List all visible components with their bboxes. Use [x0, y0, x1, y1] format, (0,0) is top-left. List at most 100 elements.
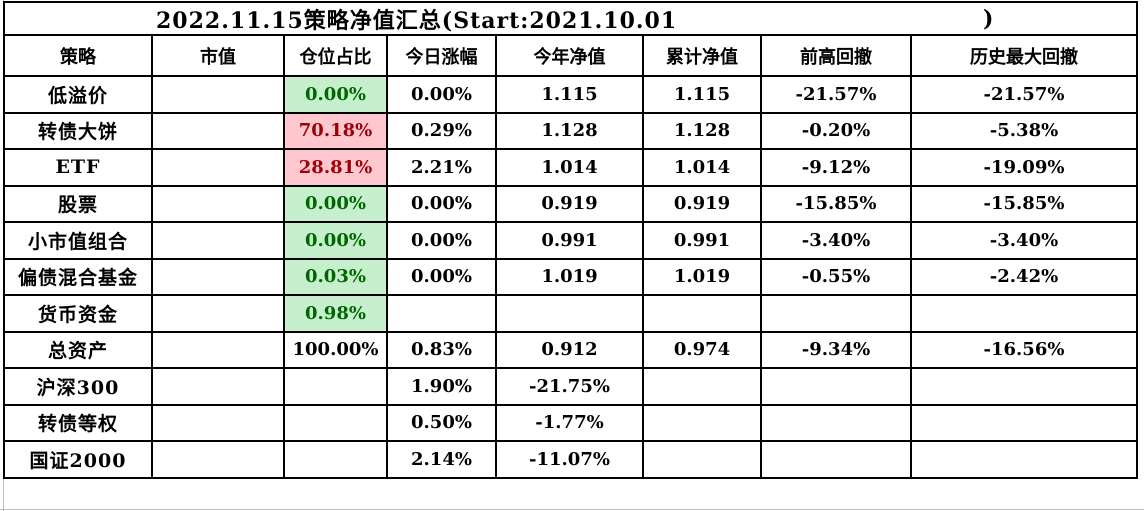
col-header-strategy[interactable]: 策略: [3, 34, 153, 77]
ytd-nav-cell[interactable]: 0.919: [495, 184, 644, 223]
max-drawdown-cell[interactable]: -21.57%: [910, 75, 1138, 114]
ytd-nav-cell[interactable]: 1.115: [495, 75, 644, 114]
position-cell[interactable]: 0.00%: [283, 75, 388, 114]
max-drawdown-cell[interactable]: -3.40%: [910, 221, 1138, 260]
prev-high-drawdown-cell[interactable]: [760, 403, 912, 442]
today-change-cell[interactable]: 0.00%: [386, 75, 497, 114]
today-change-cell[interactable]: 2.21%: [386, 148, 497, 187]
strategy-name-cell[interactable]: 转债等权: [3, 403, 153, 442]
prev-high-drawdown-cell[interactable]: -21.57%: [760, 75, 912, 114]
position-cell[interactable]: 28.81%: [283, 148, 388, 187]
market-value-cell[interactable]: [151, 294, 285, 333]
cum-nav-cell[interactable]: [642, 440, 762, 479]
col-header-today-change[interactable]: 今日涨幅: [386, 34, 497, 77]
strategy-name-cell[interactable]: 偏债混合基金: [3, 257, 153, 296]
ytd-nav-cell[interactable]: -21.75%: [495, 367, 644, 406]
prev-high-drawdown-cell[interactable]: -9.34%: [760, 330, 912, 369]
cum-nav-cell[interactable]: 0.974: [642, 330, 762, 369]
max-drawdown-cell[interactable]: -19.09%: [910, 148, 1138, 187]
market-value-cell[interactable]: [151, 75, 285, 114]
strategy-name-cell[interactable]: 小市值组合: [3, 221, 153, 260]
market-value-cell[interactable]: [151, 257, 285, 296]
strategy-name-cell[interactable]: 股票: [3, 184, 153, 223]
strategy-name-cell[interactable]: 货币资金: [3, 294, 153, 333]
today-change-cell[interactable]: 1.90%: [386, 367, 497, 406]
col-header-cum-nav[interactable]: 累计净值: [642, 34, 762, 77]
strategy-name-cell[interactable]: ETF: [3, 148, 153, 187]
cum-nav-cell[interactable]: 1.128: [642, 111, 762, 150]
today-change-cell[interactable]: 0.50%: [386, 403, 497, 442]
title-cell[interactable]: 2022.11.15策略净值汇总(Start:2021.10.01 ): [3, 1, 1138, 36]
max-drawdown-cell[interactable]: [910, 294, 1138, 333]
max-drawdown-cell[interactable]: [910, 403, 1138, 442]
prev-high-drawdown-cell[interactable]: [760, 440, 912, 479]
market-value-cell[interactable]: [151, 330, 285, 369]
ytd-nav-cell[interactable]: -1.77%: [495, 403, 644, 442]
cum-nav-cell[interactable]: 1.014: [642, 148, 762, 187]
cum-nav-cell[interactable]: [642, 367, 762, 406]
market-value-cell[interactable]: [151, 403, 285, 442]
ytd-nav-cell[interactable]: 0.991: [495, 221, 644, 260]
today-change-cell[interactable]: 0.00%: [386, 221, 497, 260]
market-value-cell[interactable]: [151, 367, 285, 406]
strategy-name-cell[interactable]: 沪深300: [3, 367, 153, 406]
ytd-nav-cell[interactable]: 1.019: [495, 257, 644, 296]
cum-nav-cell[interactable]: [642, 403, 762, 442]
today-change-cell[interactable]: 0.00%: [386, 257, 497, 296]
prev-high-drawdown-cell[interactable]: -9.12%: [760, 148, 912, 187]
max-drawdown-cell[interactable]: -16.56%: [910, 330, 1138, 369]
position-cell[interactable]: [283, 367, 388, 406]
cum-nav-cell[interactable]: 1.115: [642, 75, 762, 114]
position-cell[interactable]: 0.03%: [283, 257, 388, 296]
prev-high-drawdown-cell[interactable]: -0.20%: [760, 111, 912, 150]
ytd-nav-cell[interactable]: 0.912: [495, 330, 644, 369]
position-cell[interactable]: 0.00%: [283, 221, 388, 260]
today-change-cell[interactable]: [386, 294, 497, 333]
max-drawdown-cell[interactable]: [910, 440, 1138, 479]
cum-nav-cell[interactable]: 0.991: [642, 221, 762, 260]
title-close-paren: ): [983, 5, 994, 32]
strategy-name-cell[interactable]: 国证2000: [3, 440, 153, 479]
market-value-cell[interactable]: [151, 148, 285, 187]
max-drawdown-cell[interactable]: [910, 367, 1138, 406]
prev-high-drawdown-cell[interactable]: -3.40%: [760, 221, 912, 260]
max-drawdown-cell[interactable]: -15.85%: [910, 184, 1138, 223]
strategy-name-cell[interactable]: 总资产: [3, 330, 153, 369]
header-row: 策略 市值 仓位占比 今日涨幅 今年净值 累计净值 前高回撤 历史最大回撤: [3, 34, 1138, 77]
col-header-market-value[interactable]: 市值: [151, 34, 285, 77]
max-drawdown-cell[interactable]: -5.38%: [910, 111, 1138, 150]
today-change-cell[interactable]: 0.83%: [386, 330, 497, 369]
cum-nav-cell[interactable]: [642, 294, 762, 333]
market-value-cell[interactable]: [151, 184, 285, 223]
col-header-ytd-nav[interactable]: 今年净值: [495, 34, 644, 77]
market-value-cell[interactable]: [151, 440, 285, 479]
col-header-position[interactable]: 仓位占比: [283, 34, 388, 77]
cum-nav-cell[interactable]: 1.019: [642, 257, 762, 296]
strategy-name-cell[interactable]: 转债大饼: [3, 111, 153, 150]
market-value-cell[interactable]: [151, 221, 285, 260]
prev-high-drawdown-cell[interactable]: [760, 367, 912, 406]
position-cell[interactable]: 0.00%: [283, 184, 388, 223]
ytd-nav-cell[interactable]: -11.07%: [495, 440, 644, 479]
prev-high-drawdown-cell[interactable]: -15.85%: [760, 184, 912, 223]
window-edge-bottom: [0, 509, 1144, 510]
today-change-cell[interactable]: 2.14%: [386, 440, 497, 479]
max-drawdown-cell[interactable]: -2.42%: [910, 257, 1138, 296]
strategy-name-cell[interactable]: 低溢价: [3, 75, 153, 114]
cum-nav-cell[interactable]: 0.919: [642, 184, 762, 223]
position-cell[interactable]: 0.98%: [283, 294, 388, 333]
prev-high-drawdown-cell[interactable]: -0.55%: [760, 257, 912, 296]
prev-high-drawdown-cell[interactable]: [760, 294, 912, 333]
today-change-cell[interactable]: 0.29%: [386, 111, 497, 150]
position-cell[interactable]: [283, 403, 388, 442]
position-cell[interactable]: 100.00%: [283, 330, 388, 369]
col-header-prev-high-drawdown[interactable]: 前高回撤: [760, 34, 912, 77]
position-cell[interactable]: 70.18%: [283, 111, 388, 150]
ytd-nav-cell[interactable]: 1.014: [495, 148, 644, 187]
position-cell[interactable]: [283, 440, 388, 479]
market-value-cell[interactable]: [151, 111, 285, 150]
ytd-nav-cell[interactable]: [495, 294, 644, 333]
col-header-max-drawdown[interactable]: 历史最大回撤: [910, 34, 1138, 77]
today-change-cell[interactable]: 0.00%: [386, 184, 497, 223]
ytd-nav-cell[interactable]: 1.128: [495, 111, 644, 150]
